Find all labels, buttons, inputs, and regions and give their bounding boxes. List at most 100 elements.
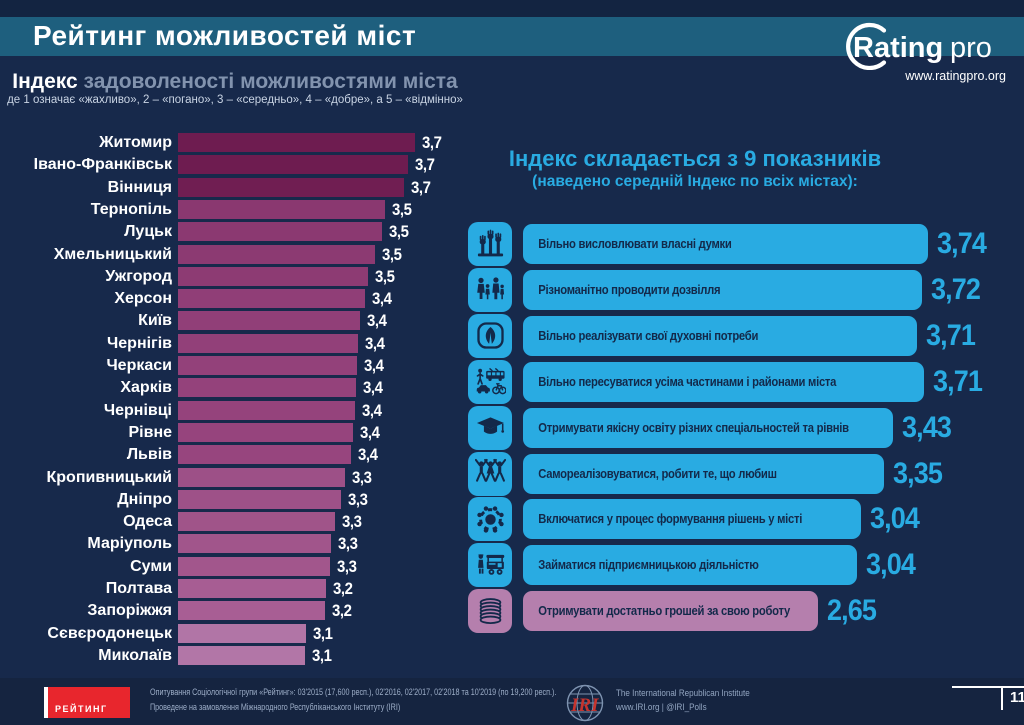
city-label: Івано-Франківськ [33,156,172,174]
city-label: Тернопіль [90,200,172,218]
footer: РЕЙТИНГ Опитування Соціологічної групи «… [0,678,1024,725]
indicator-row: Вільно реалізувати свої духовні потреби 3… [468,313,1024,358]
city-bar [178,467,345,487]
city-value: 3,4 [364,356,384,375]
city-label: Чернігів [107,334,172,352]
city-bar [178,266,368,286]
city-value: 3,5 [392,199,412,219]
city-label: Київ [138,312,172,330]
indicator-value: 3,35 [893,456,943,490]
indicator-label: Різноманітно проводити дозвілля [538,282,721,297]
page-title: Рейтинг можливостей міст [33,20,417,51]
city-bar [178,601,325,621]
city-label: Одеса [123,513,172,531]
city-value: 3,7 [415,155,435,175]
page-number-box: 11 [952,686,1024,710]
footer-source-text: Опитування Соціологічної групи «Рейтинг»… [150,685,556,715]
city-value: 3,3 [348,489,368,509]
indicator-tile [468,267,512,312]
indicator-label: Отримувати якісну освіту різних спеціаль… [538,420,849,435]
indicator-tile [468,222,512,266]
city-row: Чернівці 3,4 [0,400,470,420]
city-row: Львів 3,4 [0,445,470,465]
indicator-row: Різноманітно проводити дозвілля 3,72 [468,267,1024,312]
city-value: 3,2 [333,579,353,598]
indicator-row: Включатися у процес формування рішень у … [468,497,1024,542]
indicator-tile [468,589,512,634]
city-value: 3,4 [363,378,383,398]
city-row: Рівне 3,4 [0,422,470,442]
city-bar [178,623,306,643]
family-leisure-icon [476,277,504,300]
indicator-tile [468,497,512,542]
city-label: Харків [120,379,172,397]
indicator-tile [468,405,512,450]
city-label: Ужгород [105,267,172,285]
brand-name-bold: Rating [853,32,943,64]
indicator-row: Вільно пересуватися усіма частинами і ра… [468,359,1024,404]
indicator-row: Самореалізовуватися, робити те, що любиш… [468,451,1024,496]
brand-name-light: pro [950,32,992,64]
city-row: Луцьк 3,5 [0,222,470,242]
city-value: 3,4 [360,422,380,442]
city-label: Луцьк [124,223,172,241]
city-value: 3,4 [372,289,392,309]
city-bar [178,489,341,509]
city-label: Житомир [99,134,172,151]
city-value: 3,5 [389,222,409,242]
indicator-bar: Різноманітно проводити дозвілля [523,269,922,310]
header-band: Рейтинг можливостей міст [0,17,1024,56]
city-row: Сєвєродонецьк 3,1 [0,623,470,643]
city-bar [178,333,358,353]
city-label: Рівне [128,423,172,441]
ratingpro-logo: Rating pro www.ratingpro.org [832,20,1010,83]
city-row: Маріуполь 3,3 [0,534,470,554]
city-row: Івано-Франківськ 3,7 [0,155,470,175]
city-bar [178,579,326,598]
city-row: Херсон 3,4 [0,289,470,309]
ratingpro-logo-icon: Rating pro [846,22,992,71]
city-label: Запоріжжя [87,602,172,620]
left-chart-scale-note: де 1 означає «жахливо», 2 – «погано», 3 … [7,94,463,106]
city-value: 3,2 [332,601,352,621]
indicator-bar: Отримувати достатньо грошей за свою робо… [523,591,818,632]
city-bar [178,289,365,309]
jumping-people-icon [474,458,506,482]
city-row: Полтава 3,2 [0,579,470,598]
city-value: 3,7 [422,133,442,152]
iri-logo-text: IRI [570,695,599,716]
city-row: Одеса 3,3 [0,512,470,532]
city-row: Миколаїв 3,1 [0,645,470,665]
city-row: Черкаси 3,4 [0,356,470,375]
city-value: 3,1 [312,645,332,665]
city-row: Київ 3,4 [0,311,470,331]
city-bar [178,645,305,665]
graduation-cap-icon [476,417,504,434]
city-bar [178,356,357,375]
city-row: Кропивницький 3,3 [0,467,470,487]
city-value: 3,4 [362,400,382,420]
city-label: Хмельницький [53,245,172,263]
city-label: Маріуполь [87,535,172,553]
city-label: Черкаси [106,357,172,374]
city-bar [178,378,356,398]
city-bar [178,422,353,442]
transport-icon [476,368,506,395]
city-row: Харків 3,4 [0,378,470,398]
indicator-label: Вільно пересуватися усіма частинами і ра… [538,374,837,389]
indicator-bar: Отримувати якісну освіту різних спеціаль… [523,407,893,448]
city-bar [178,199,385,219]
city-row: Чернігів 3,4 [0,333,470,353]
coins-stack-icon [479,597,501,624]
indicator-bar: Вільно висловлювати власні думки [523,224,928,264]
indicator-tile [468,313,512,358]
city-label: Кропивницький [46,468,173,486]
indicator-label: Отримувати достатньо грошей за свою робо… [538,604,791,619]
city-bar [178,244,375,264]
indicator-value: 3,72 [931,272,981,306]
city-value: 3,5 [375,266,395,286]
city-label: Львів [126,446,172,464]
city-value: 3,3 [337,556,357,576]
indicator-value: 2,65 [827,594,877,628]
